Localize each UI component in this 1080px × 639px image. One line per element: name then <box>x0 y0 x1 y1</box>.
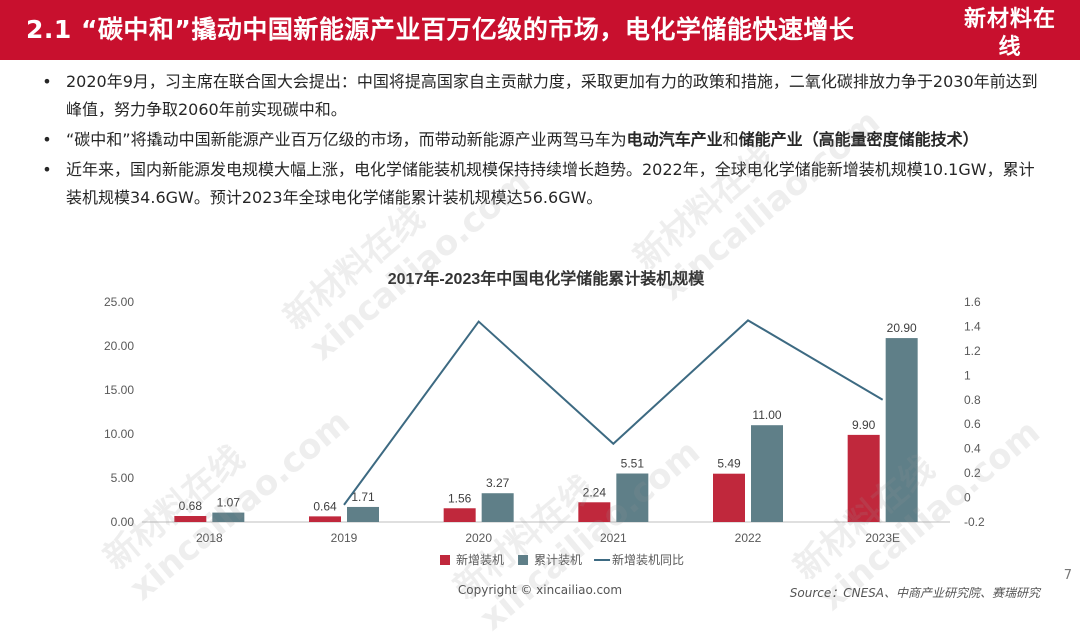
legend-label: 新增装机 <box>456 552 504 567</box>
header-bar: 2.1 “碳中和”撬动中国新能源产业百万亿级的市场，电化学储能快速增长 新材料在… <box>0 0 1080 60</box>
legend-swatch <box>518 555 528 565</box>
bullet-text: 2020年9月，习主席在联合国大会提出：中国将提高国家自主贡献力度，采取更加有力… <box>66 72 1038 119</box>
bar-new <box>578 502 610 522</box>
y-right-tick-label: 1 <box>964 368 971 382</box>
bar-new <box>713 474 745 522</box>
bullet-text: 近年来，国内新能源发电规模大幅上涨，电化学储能装机规模保持持续增长趋势。2022… <box>66 160 1035 207</box>
y-left-tick-label: 0.00 <box>111 515 135 529</box>
bar-new <box>174 516 206 522</box>
y-right-tick-label: 0.6 <box>964 417 981 431</box>
page-title: 2.1 “碳中和”撬动中国新能源产业百万亿级的市场，电化学储能快速增长 <box>26 0 854 60</box>
logo-text-cn: 新材料在线 <box>954 6 1066 62</box>
bullet-item: • “碳中和”将撬动中国新能源产业百万亿级的市场，而带动新能源产业两驾马车为电动… <box>40 126 1050 154</box>
y-right-tick-label: 1.2 <box>964 344 981 358</box>
bullet-item: • 2020年9月，习主席在联合国大会提出：中国将提高国家自主贡献力度，采取更加… <box>40 68 1050 124</box>
bar-cumulative <box>212 513 244 522</box>
bar-new <box>444 508 476 522</box>
bar-data-label: 0.64 <box>313 499 337 513</box>
bar-cumulative <box>616 474 648 522</box>
y-right-tick-label: 0.8 <box>964 393 981 407</box>
bullet-bold-text: 电动汽车产业 <box>627 130 723 149</box>
y-right-tick-label: -0.2 <box>964 515 985 529</box>
bullet-dot: • <box>40 156 54 184</box>
bar-cumulative <box>886 338 918 522</box>
x-tick-label: 2019 <box>331 531 358 545</box>
x-tick-label: 2018 <box>196 531 223 545</box>
bar-data-label: 3.27 <box>486 476 510 490</box>
bar-data-label: 9.90 <box>852 418 876 432</box>
y-left-tick-label: 25.00 <box>104 295 134 309</box>
bar-new <box>309 516 341 522</box>
bar-data-label: 1.56 <box>448 491 472 505</box>
y-right-tick-label: 0 <box>964 491 971 505</box>
bullet-text: 和 <box>723 130 739 149</box>
legend-swatch <box>440 555 450 565</box>
bullet-dot: • <box>40 68 54 96</box>
bar-data-label: 5.51 <box>621 457 645 471</box>
y-right-tick-label: 1.4 <box>964 319 981 333</box>
x-tick-label: 2023E <box>865 531 900 545</box>
x-tick-label: 2020 <box>465 531 492 545</box>
y-left-tick-label: 15.00 <box>104 383 134 397</box>
bar-data-label: 0.68 <box>179 499 203 513</box>
bullet-dot: • <box>40 126 54 154</box>
y-right-tick-label: 0.4 <box>964 442 981 456</box>
bar-cumulative <box>482 493 514 522</box>
y-right-tick-label: 1.6 <box>964 295 981 309</box>
bar-data-label: 1.07 <box>217 496 241 510</box>
capacity-chart: 2017年-2023年中国电化学储能累计装机规模0.005.0010.0015.… <box>0 262 1080 582</box>
legend-label: 累计装机 <box>534 553 582 567</box>
bar-data-label: 1.71 <box>351 490 375 504</box>
y-left-tick-label: 20.00 <box>104 339 134 353</box>
bar-new <box>848 435 880 522</box>
bar-cumulative <box>751 425 783 522</box>
bullet-bold-text: 储能产业（高能量密度储能技术） <box>739 130 979 149</box>
x-tick-label: 2021 <box>600 531 627 545</box>
bar-data-label: 11.00 <box>752 408 781 422</box>
y-left-tick-label: 10.00 <box>104 427 134 441</box>
bullet-item: • 近年来，国内新能源发电规模大幅上涨，电化学储能装机规模保持持续增长趋势。20… <box>40 156 1050 212</box>
legend-label: 新增装机同比 <box>612 552 684 567</box>
y-right-tick-label: 0.2 <box>964 466 981 480</box>
bar-cumulative <box>347 507 379 522</box>
bullet-text: “碳中和”将撬动中国新能源产业百万亿级的市场，而带动新能源产业两驾马车为 <box>66 130 627 149</box>
bullet-list: • 2020年9月，习主席在联合国大会提出：中国将提高国家自主贡献力度，采取更加… <box>40 68 1050 214</box>
bar-data-label: 5.49 <box>717 457 741 471</box>
growth-line <box>344 320 883 505</box>
bar-data-label: 20.90 <box>887 321 917 335</box>
source-note: Source：CNESA、中商产业研究院、赛瑞研究 <box>790 584 1040 601</box>
chart-title: 2017年-2023年中国电化学储能累计装机规模 <box>388 269 706 288</box>
page-number: 7 <box>1064 568 1072 583</box>
y-left-tick-label: 5.00 <box>111 471 135 485</box>
bar-data-label: 2.24 <box>583 485 607 499</box>
x-tick-label: 2022 <box>735 531 762 545</box>
